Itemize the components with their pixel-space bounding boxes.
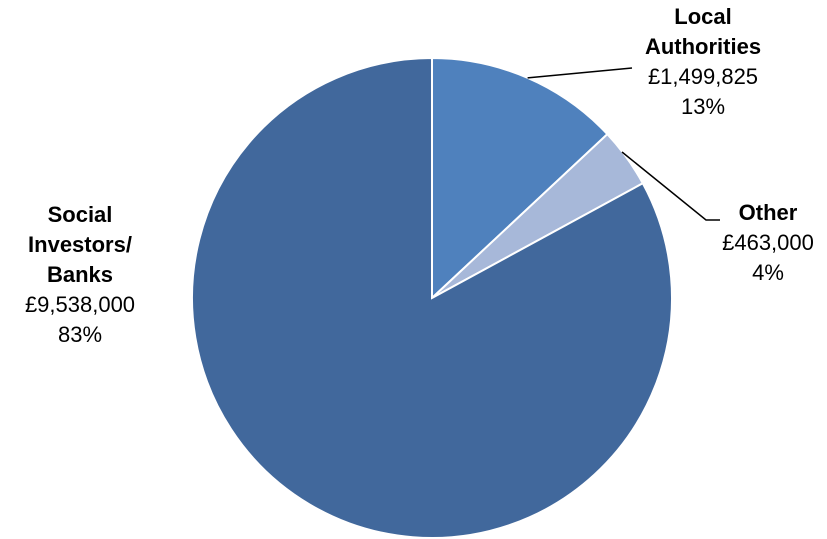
label-other: Other £463,000 4% xyxy=(720,198,816,288)
label-local-authorities: Local Authorities £1,499,825 13% xyxy=(622,2,784,122)
pie-slice-local-authorities xyxy=(431,56,609,301)
label-social-investors-value: £9,538,000 xyxy=(24,292,136,317)
label-other-name: Other xyxy=(738,200,798,225)
leader-line-local-authorities xyxy=(527,67,633,79)
label-social-investors: Social Investors/ Banks £9,538,000 83% xyxy=(0,200,160,350)
label-social-investors-name-2: Investors/ xyxy=(28,232,132,257)
label-local-authorities-value: £1,499,825 xyxy=(647,64,759,89)
label-local-authorities-percent: 13% xyxy=(680,94,726,119)
label-social-investors-name-1: Social xyxy=(47,202,113,227)
label-social-investors-percent: 83% xyxy=(57,322,103,347)
label-other-percent: 4% xyxy=(752,260,784,285)
pie-slice-social-investors xyxy=(191,56,673,539)
label-social-investors-name-3: Banks xyxy=(46,262,114,287)
leader-line-other xyxy=(621,151,720,221)
label-other-value: £463,000 xyxy=(722,230,814,255)
label-local-authorities-name-1: Local xyxy=(674,4,732,29)
label-local-authorities-name-2: Authorities xyxy=(644,34,762,59)
